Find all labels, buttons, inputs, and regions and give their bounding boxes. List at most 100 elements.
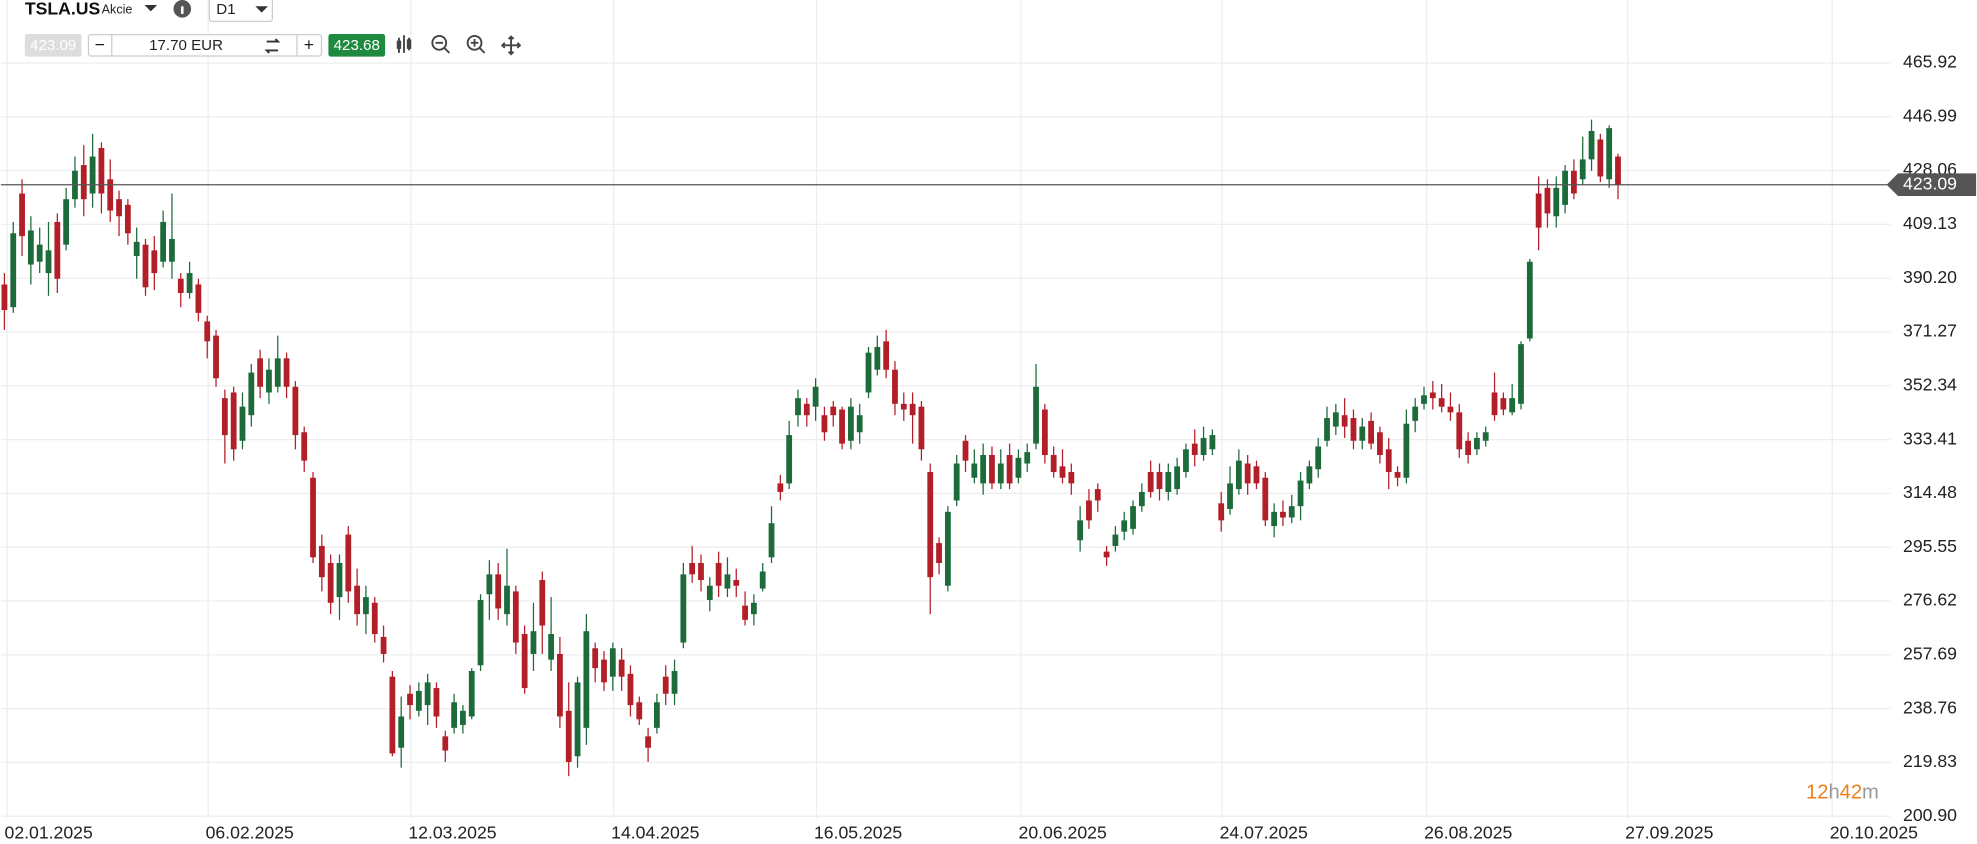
candle-body [512,591,519,643]
bid-price[interactable]: 423.09 [30,37,76,54]
candle-body [953,463,960,501]
candle-body [680,574,687,643]
volume-minus[interactable]: − [95,35,105,55]
candle-body [601,659,607,683]
swap-icon[interactable] [264,38,281,54]
candle-body [195,284,202,313]
candle-body [1086,500,1092,521]
candle-body [1183,449,1189,473]
candle-body [1535,193,1542,228]
volume-plus[interactable]: + [304,35,314,55]
candle-body [248,372,255,416]
candle-body [486,574,493,595]
candle-body [1377,432,1383,455]
x-tick-label: 02.01.2025 [5,823,93,843]
candle-body [1006,454,1013,484]
candle-body [151,250,158,274]
candle-body [733,580,740,586]
candle-body [900,403,907,410]
candle-body [997,463,1004,484]
candle-body [310,477,316,558]
candle-body [1094,489,1101,501]
candle-body [609,648,616,677]
zoom-in-icon[interactable] [466,34,483,51]
candle-body [1403,423,1410,478]
candle-body [142,244,149,288]
candle-body [283,358,290,387]
candle-body [574,682,581,757]
candle-body [1350,418,1357,441]
asset-type: Akcie [102,2,133,16]
candle-body [803,403,810,416]
candle-body [557,653,563,717]
ask-box[interactable] [328,34,386,57]
pan-icon[interactable] [500,35,522,56]
candle-body [1544,187,1551,214]
countdown-hours: 12 [1806,782,1828,804]
candle-body [654,702,660,728]
symbol[interactable]: TSLA.US [25,0,101,19]
candle-body [812,386,819,407]
y-tick-label: 465.92 [1903,52,1957,72]
candle-body [521,634,528,689]
candle-body [1597,139,1604,177]
candle-body [380,636,387,654]
candle-body [54,221,61,279]
candle-body [1024,452,1031,464]
candle-body [856,415,863,433]
candle-body [715,562,722,586]
candle-body [980,454,987,484]
volume[interactable]: 17.70 EUR [149,37,223,54]
chart-type-icon[interactable] [396,35,412,53]
x-tick-label: 20.06.2025 [1019,823,1107,843]
candle-body [786,435,793,484]
candle-body [989,454,995,484]
candle-body [671,670,678,694]
bid-box[interactable] [24,34,82,57]
candle-body [1288,506,1295,518]
candle-body [750,602,757,615]
x-tick-label: 24.07.2025 [1220,823,1308,843]
y-tick-label: 238.76 [1903,697,1957,717]
candle-body [1077,520,1084,541]
candle-body [1615,156,1621,185]
zoom-out-icon[interactable] [431,34,448,51]
candle-body [1050,454,1057,473]
candle-body [839,409,845,444]
candle-body [1015,457,1022,478]
candle-body [433,688,440,717]
candle-body [592,648,599,669]
candle-body [160,221,167,262]
candle-body [865,352,872,393]
candle-body [1509,398,1516,413]
candle-body [530,631,537,654]
candle-body [98,148,105,194]
candle-body [301,432,308,461]
candle-body [1579,159,1586,180]
candle-body [1,284,8,311]
candle-body [204,321,211,342]
ask-price[interactable]: 423.68 [334,37,380,54]
candle-body [239,406,246,441]
candle-body [1130,506,1136,529]
candle-body [1191,443,1198,455]
candle-body [1385,449,1392,473]
symbol-dropdown[interactable] [144,5,158,12]
candle-body [1394,472,1401,478]
zoom-in-glyph [470,39,486,54]
candle-body [124,204,131,234]
timeframe-dropdown[interactable] [255,6,268,13]
x-tick-label: 20.10.2025 [1830,823,1918,843]
candle-body [451,702,458,728]
timeframe-box[interactable] [208,0,273,23]
candle-body [1456,412,1463,450]
candle-body [477,599,484,666]
timeframe[interactable]: D1 [216,1,235,18]
last-price-tag [1886,173,1977,197]
candle-body [1227,483,1233,509]
candle-body [689,562,696,575]
y-tick-label: 333.41 [1903,428,1957,448]
candle-body [1315,446,1322,470]
candle-body [19,193,25,237]
candle-body [627,673,634,706]
